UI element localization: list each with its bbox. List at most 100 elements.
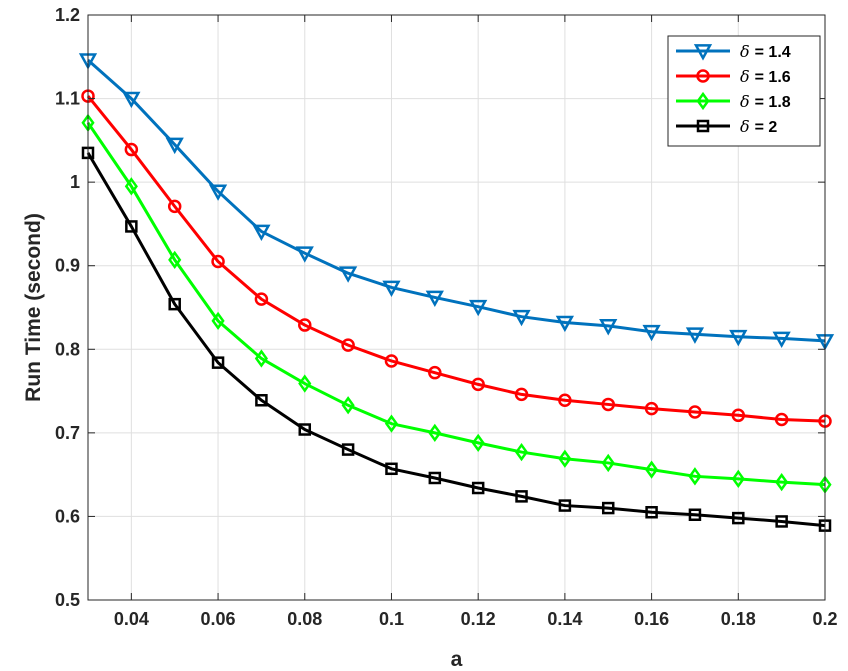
data-point-marker xyxy=(428,365,442,380)
legend-symbol: δ xyxy=(740,92,750,111)
data-point-marker xyxy=(772,331,791,348)
data-point-marker xyxy=(382,280,401,298)
data-point-marker xyxy=(168,297,181,311)
data-point-marker xyxy=(168,250,182,270)
data-point-marker xyxy=(298,318,312,332)
y-tick-label: 1 xyxy=(70,172,80,192)
series-line xyxy=(86,152,826,528)
data-point-marker xyxy=(645,460,659,479)
data-point-marker xyxy=(512,309,531,327)
legend-marker xyxy=(696,119,710,133)
data-point-marker xyxy=(688,405,702,419)
data-point-marker xyxy=(471,377,485,392)
data-point-marker xyxy=(211,311,225,331)
data-point-marker xyxy=(254,349,268,368)
data-point-marker xyxy=(295,246,314,263)
data-point-marker xyxy=(125,220,138,233)
data-point-marker xyxy=(601,453,615,473)
legend-item: δ = 1.6 xyxy=(676,67,791,86)
data-point-marker xyxy=(211,356,225,369)
x-tick-label: 0.2 xyxy=(812,609,837,629)
data-point-marker xyxy=(124,177,138,196)
series-4 xyxy=(81,146,832,532)
data-point-marker xyxy=(338,266,358,283)
legend-label: δ = 2 xyxy=(740,117,777,136)
series-group xyxy=(78,53,835,532)
legend-item: δ = 2 xyxy=(676,117,777,136)
y-tick-label: 0.7 xyxy=(55,423,80,443)
x-axis-label: a xyxy=(451,648,463,671)
series-3 xyxy=(81,113,832,494)
data-point-marker xyxy=(731,469,745,488)
data-point-marker xyxy=(558,393,572,408)
data-point-marker xyxy=(122,91,141,109)
data-point-marker xyxy=(341,396,355,415)
data-point-marker xyxy=(208,184,228,201)
x-tick-label: 0.04 xyxy=(114,609,149,629)
plot-frame xyxy=(87,14,826,601)
legend: δ = 1.4 δ = 1.6 δ = 1.8 δ = 2 xyxy=(667,35,821,147)
data-point-marker xyxy=(428,423,442,442)
legend-value: = 1.4 xyxy=(755,44,791,61)
x-tick-label: 0.16 xyxy=(634,609,669,629)
data-point-marker xyxy=(384,354,399,368)
x-tick-label: 0.1 xyxy=(379,609,404,629)
data-point-marker xyxy=(124,142,139,157)
data-point-marker xyxy=(688,508,702,522)
data-point-marker xyxy=(775,473,789,492)
legend-label: δ = 1.8 xyxy=(740,92,791,111)
series-2 xyxy=(81,89,832,428)
data-point-marker xyxy=(775,515,788,528)
data-point-marker xyxy=(558,449,572,468)
data-point-marker xyxy=(688,467,702,486)
data-point-marker xyxy=(642,324,661,342)
data-point-marker xyxy=(471,481,485,495)
legend-value: = 1.6 xyxy=(755,69,791,86)
data-point-marker xyxy=(165,137,184,155)
legend-item: δ = 1.4 xyxy=(676,42,791,61)
legend-box xyxy=(667,35,821,147)
data-point-marker xyxy=(514,442,529,462)
series-line xyxy=(87,59,826,343)
data-point-marker xyxy=(601,501,615,515)
data-point-marker xyxy=(341,338,355,352)
data-point-marker xyxy=(167,199,182,214)
x-tick-label: 0.14 xyxy=(547,609,582,629)
legend-value: = 1.8 xyxy=(755,94,791,111)
data-point-marker xyxy=(255,394,268,407)
data-point-marker xyxy=(469,299,488,317)
x-tick-label: 0.12 xyxy=(461,609,496,629)
data-point-marker xyxy=(252,224,271,242)
y-tick-label: 0.6 xyxy=(55,506,80,526)
x-tick-label: 0.08 xyxy=(287,609,322,629)
data-point-marker xyxy=(601,397,615,412)
legend-item: δ = 1.8 xyxy=(676,91,791,111)
legend-symbol: δ xyxy=(740,67,750,86)
data-point-marker xyxy=(729,329,748,347)
legend-marker xyxy=(693,44,713,61)
data-point-marker xyxy=(384,414,399,433)
data-point-marker xyxy=(385,462,398,476)
data-point-marker xyxy=(644,401,659,416)
y-tick-label: 0.5 xyxy=(55,590,80,610)
data-point-marker xyxy=(555,315,575,333)
y-tick-label: 1.2 xyxy=(55,5,80,25)
ticks: 0.04 0.06 0.08 0.1 0.12 0.14 0.16 0.18 0.2 0.5 0.6… xyxy=(55,5,838,629)
legend-marker xyxy=(696,69,710,83)
legend-label: δ = 1.6 xyxy=(740,67,791,86)
data-point-marker xyxy=(645,506,658,519)
data-point-marker xyxy=(558,499,572,512)
data-point-marker xyxy=(471,433,485,453)
data-point-marker xyxy=(298,374,312,393)
data-point-marker xyxy=(732,511,745,525)
data-point-marker xyxy=(341,443,355,456)
data-point-marker xyxy=(731,408,746,423)
data-point-marker xyxy=(514,387,529,402)
y-tick-label: 0.8 xyxy=(55,339,80,359)
data-point-marker xyxy=(685,327,705,344)
y-tick-label: 1.1 xyxy=(55,89,80,109)
legend-symbol: δ xyxy=(740,42,750,61)
data-point-marker xyxy=(599,319,618,336)
x-tick-label: 0.18 xyxy=(721,609,756,629)
y-tick-label: 0.9 xyxy=(55,256,80,276)
